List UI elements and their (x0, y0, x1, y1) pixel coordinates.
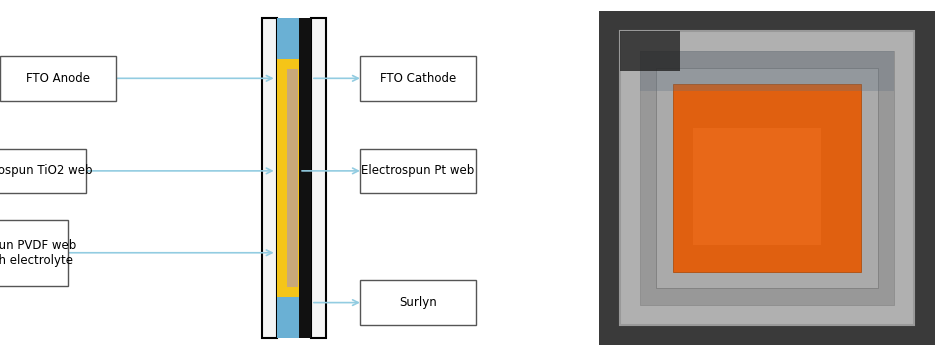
FancyBboxPatch shape (0, 56, 116, 100)
FancyBboxPatch shape (360, 149, 476, 193)
Bar (619, 31, 680, 71)
Text: Electrospun PVDF web
filled with electrolyte: Electrospun PVDF web filled with electro… (0, 239, 76, 267)
Bar (311, 18, 326, 338)
Bar (673, 84, 861, 272)
Text: Electrospun Pt web: Electrospun Pt web (362, 164, 475, 177)
Text: Surlyn: Surlyn (399, 296, 437, 309)
Bar (640, 51, 894, 91)
Bar (277, 59, 299, 297)
Bar (287, 69, 298, 287)
FancyBboxPatch shape (0, 149, 86, 193)
FancyBboxPatch shape (0, 220, 68, 286)
Bar (299, 18, 311, 338)
FancyBboxPatch shape (360, 56, 476, 100)
Bar (656, 68, 878, 288)
Bar (693, 128, 820, 245)
Text: FTO Cathode: FTO Cathode (379, 72, 456, 85)
Text: Electrospun TiO2 web: Electrospun TiO2 web (0, 164, 93, 177)
Bar (277, 18, 299, 61)
FancyBboxPatch shape (360, 281, 476, 325)
Bar (261, 18, 277, 338)
Bar (640, 51, 894, 305)
Text: FTO Anode: FTO Anode (26, 72, 90, 85)
Bar (277, 295, 299, 338)
Bar (619, 31, 915, 325)
